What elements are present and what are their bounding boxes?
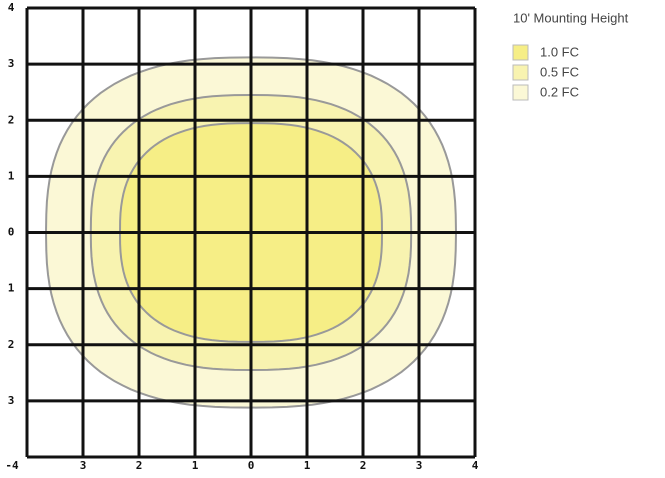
x-tick-label: -4 [5,459,19,472]
x-tick-label: 1 [304,459,311,472]
y-tick-label: 0 [8,226,15,239]
chart-title: 10' Mounting Height [513,10,629,25]
legend-label: 0.5 FC [540,64,579,79]
y-tick-label: 1 [8,282,15,295]
legend-label: 1.0 FC [540,44,579,59]
y-tick-label: 2 [8,113,15,126]
legend-swatch [512,64,529,81]
y-tick-label: 3 [8,57,15,70]
y-tick-label: 3 [8,394,15,407]
y-tick-label: 1 [8,169,15,182]
legend-swatch [512,84,529,101]
legend-swatch [512,44,529,61]
x-tick-label: 2 [360,459,367,472]
x-tick-label: 3 [416,459,423,472]
y-tick-label: 2 [8,338,15,351]
x-tick-label: 2 [136,459,143,472]
legend-label: 0.2 FC [540,84,579,99]
y-tick-label: 4 [8,1,15,14]
x-tick-label: 0 [248,459,255,472]
x-tick-label: 4 [472,459,479,472]
x-tick-label: 3 [80,459,87,472]
x-tick-label: 1 [192,459,199,472]
